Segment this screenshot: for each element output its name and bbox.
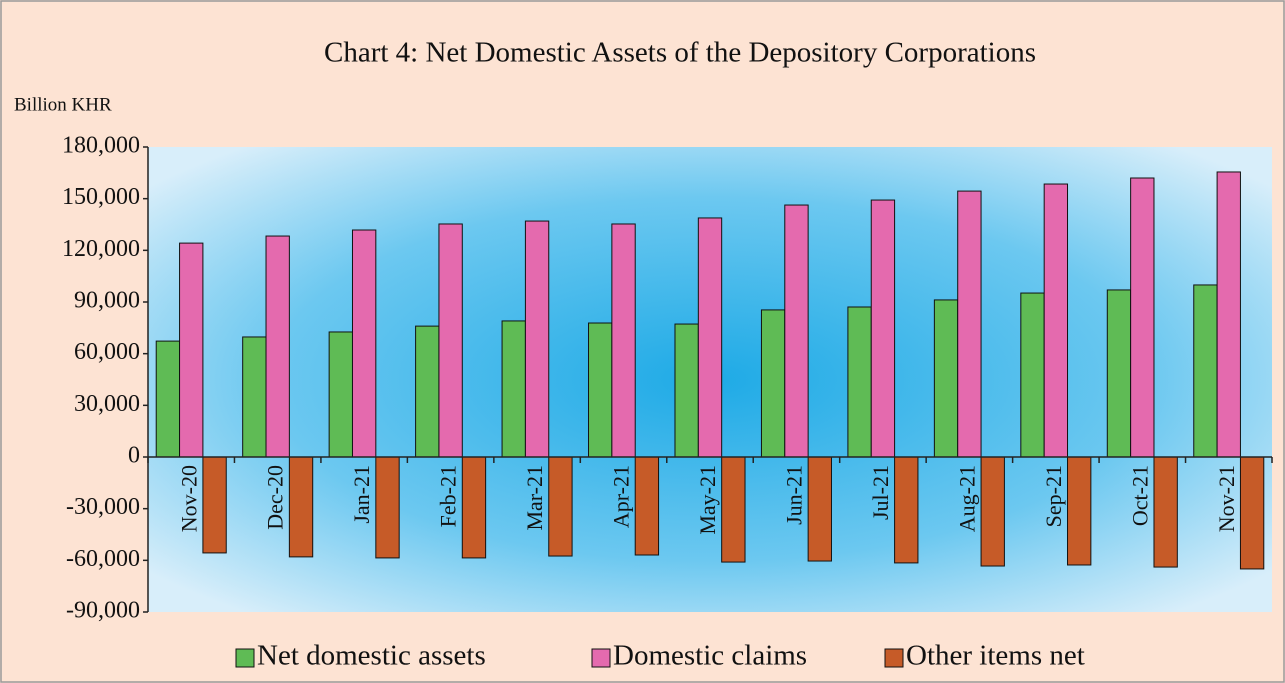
y-tick-label: -90,000 bbox=[66, 598, 140, 624]
y-tick-label: 60,000 bbox=[74, 339, 140, 365]
x-tick-label: Jul-21 bbox=[868, 465, 893, 520]
x-tick-label: Oct-21 bbox=[1127, 465, 1152, 526]
bar bbox=[501, 320, 526, 458]
y-tick-label: 120,000 bbox=[62, 236, 140, 262]
bar bbox=[870, 199, 896, 458]
legend-swatch bbox=[884, 648, 904, 668]
bar bbox=[721, 456, 746, 563]
y-axis-label: Billion KHR bbox=[14, 94, 112, 115]
bar bbox=[328, 331, 353, 458]
bar bbox=[375, 456, 400, 559]
x-tick-label: Mar-21 bbox=[522, 465, 547, 531]
x-tick-label: Dec-20 bbox=[263, 465, 288, 530]
bar bbox=[760, 309, 786, 458]
bar bbox=[588, 322, 613, 458]
bar bbox=[351, 229, 377, 458]
bar bbox=[611, 223, 636, 458]
bar bbox=[415, 325, 440, 458]
bar bbox=[202, 456, 227, 554]
legend-swatch bbox=[235, 648, 255, 668]
y-tick-label: -60,000 bbox=[66, 546, 140, 572]
y-tick-label: 180,000 bbox=[62, 133, 140, 159]
bar bbox=[634, 456, 660, 556]
bar bbox=[524, 220, 550, 458]
legend-swatch bbox=[591, 648, 611, 668]
bar bbox=[784, 204, 809, 458]
bar bbox=[674, 323, 699, 458]
bar bbox=[980, 456, 1005, 567]
bar bbox=[957, 190, 982, 458]
bar bbox=[265, 235, 290, 458]
legend-label: Other items net bbox=[906, 640, 1085, 672]
x-tick-label: Aug-21 bbox=[954, 465, 979, 532]
x-tick-label: Apr-21 bbox=[609, 465, 634, 528]
legend-label: Domestic claims bbox=[613, 640, 807, 672]
x-tick-label: Nov-21 bbox=[1214, 465, 1239, 532]
chart-title: Chart 4: Net Domestic Assets of the Depo… bbox=[324, 37, 1036, 69]
bar bbox=[1153, 456, 1178, 568]
bar bbox=[1193, 284, 1218, 458]
bar bbox=[288, 456, 314, 558]
x-tick-label: Jan-21 bbox=[349, 465, 374, 524]
x-tick-label: Nov-20 bbox=[176, 465, 201, 532]
x-tick-label: Sep-21 bbox=[1041, 465, 1066, 527]
y-tick-label: 30,000 bbox=[74, 391, 140, 417]
bar bbox=[1130, 177, 1155, 458]
bar bbox=[242, 336, 267, 458]
y-tick-label: 90,000 bbox=[74, 288, 140, 314]
bar bbox=[461, 456, 487, 559]
bar bbox=[438, 223, 463, 458]
y-tick-label: -30,000 bbox=[66, 494, 140, 520]
bar bbox=[1216, 171, 1241, 458]
bar bbox=[894, 456, 919, 564]
legend-label: Net domestic assets bbox=[257, 640, 486, 672]
x-tick-label: Feb-21 bbox=[436, 465, 461, 527]
bar bbox=[1067, 456, 1092, 566]
x-tick-label: May-21 bbox=[695, 465, 720, 535]
bar bbox=[1106, 289, 1132, 458]
bar bbox=[807, 456, 832, 562]
x-tick-label: Jun-21 bbox=[782, 465, 807, 525]
bar bbox=[155, 340, 181, 458]
bar bbox=[1020, 292, 1045, 458]
bar bbox=[933, 299, 959, 458]
bar bbox=[847, 306, 872, 458]
bar bbox=[179, 242, 204, 458]
bar bbox=[1239, 456, 1265, 570]
bar bbox=[1043, 183, 1069, 458]
bar bbox=[548, 456, 573, 557]
y-tick-label: 150,000 bbox=[62, 184, 140, 210]
bar bbox=[697, 217, 723, 458]
y-tick-label: 0 bbox=[128, 443, 140, 469]
